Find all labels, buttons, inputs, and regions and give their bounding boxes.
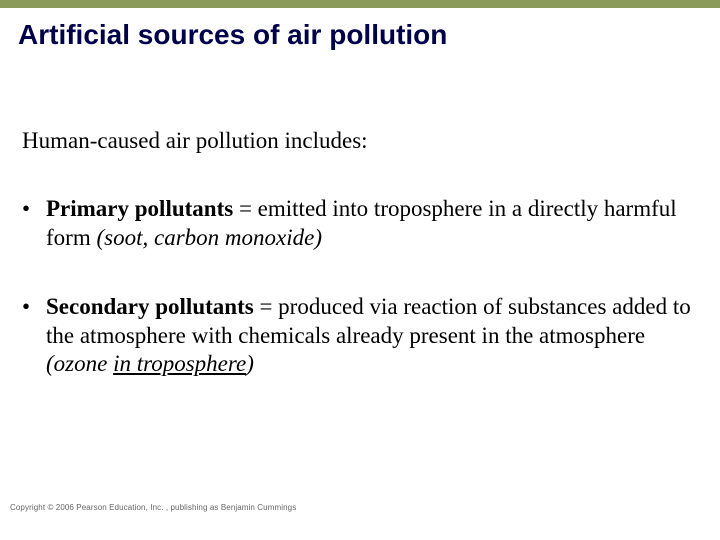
accent-bar xyxy=(0,0,720,8)
intro-text: Human-caused air pollution includes: xyxy=(22,127,698,156)
bullet-item: • Primary pollutants = emitted into trop… xyxy=(22,195,698,253)
example-open: ( xyxy=(46,351,54,376)
bullet-marker: • xyxy=(22,293,46,379)
term: Primary pollutants xyxy=(46,196,233,221)
example-underlined: in troposphere xyxy=(113,351,246,376)
slide-title: Artificial sources of air pollution xyxy=(0,8,720,52)
bullet-marker: • xyxy=(22,195,46,253)
bullet-text: Primary pollutants = emitted into tropos… xyxy=(46,195,698,253)
bullet-item: • Secondary pollutants = produced via re… xyxy=(22,293,698,379)
term: Secondary pollutants xyxy=(46,294,254,319)
example-close: ) xyxy=(246,351,254,376)
example-close: ) xyxy=(314,225,322,250)
example-open: ( xyxy=(96,225,104,250)
example-pre: ozone xyxy=(54,351,113,376)
slide-body: Human-caused air pollution includes: • P… xyxy=(0,127,720,380)
copyright-text: Copyright © 2006 Pearson Education, Inc.… xyxy=(10,503,296,512)
bullet-text: Secondary pollutants = produced via reac… xyxy=(46,293,698,379)
example: soot, carbon monoxide xyxy=(104,225,314,250)
